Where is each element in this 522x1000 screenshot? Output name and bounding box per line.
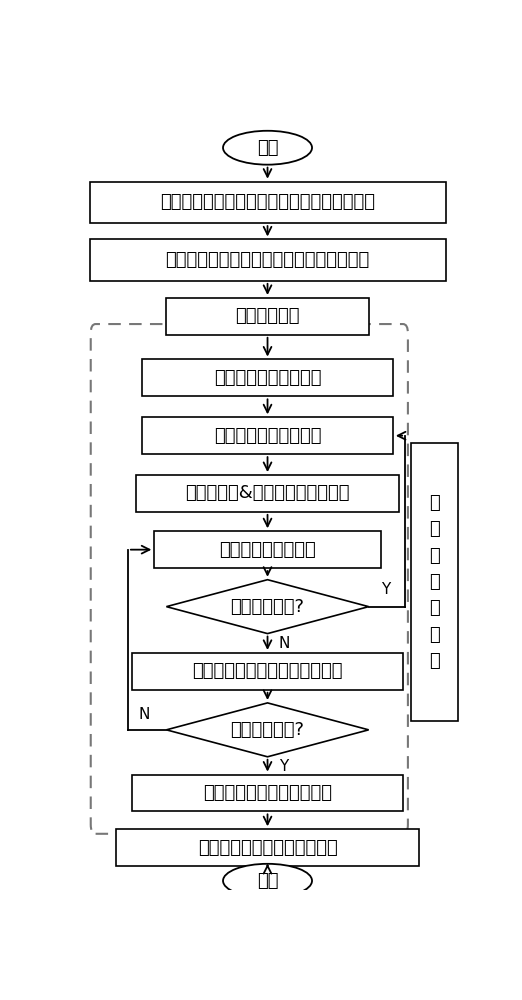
FancyBboxPatch shape <box>90 239 445 281</box>
FancyBboxPatch shape <box>142 359 393 396</box>
Text: Y: Y <box>279 759 288 774</box>
Text: N: N <box>278 636 289 651</box>
FancyBboxPatch shape <box>154 531 381 568</box>
Text: 粒子位置越界?: 粒子位置越界? <box>231 598 304 616</box>
Text: 建立充放电功率、容量、备用容量约束条件: 建立充放电功率、容量、备用容量约束条件 <box>165 251 370 269</box>
Text: 记录此最优位置即为所得解: 记录此最优位置即为所得解 <box>203 784 332 802</box>
FancyBboxPatch shape <box>411 443 458 721</box>
Text: 确定电网峰谷差和电池损耗成本最小优化目标: 确定电网峰谷差和电池损耗成本最小优化目标 <box>160 193 375 211</box>
Polygon shape <box>167 703 369 757</box>
Text: 计算适应度，更新粒子最优位置: 计算适应度，更新粒子最优位置 <box>192 662 343 680</box>
FancyBboxPatch shape <box>132 653 403 690</box>
Text: 根据约束修改粒子位置: 根据约束修改粒子位置 <box>214 427 321 445</box>
Text: 优化模型建立: 优化模型建立 <box>235 307 300 325</box>
Text: 更新例子速度和位置: 更新例子速度和位置 <box>219 541 316 559</box>
Ellipse shape <box>223 864 312 898</box>
Text: 初始化粒子位置和速度: 初始化粒子位置和速度 <box>214 369 321 387</box>
FancyBboxPatch shape <box>167 298 369 335</box>
Text: 开始: 开始 <box>257 139 278 157</box>
Text: 达到结束条件?: 达到结束条件? <box>231 721 304 739</box>
FancyBboxPatch shape <box>116 829 419 866</box>
Text: 结束: 结束 <box>257 872 278 890</box>
Text: 计算适应度&记录个体与群体最优: 计算适应度&记录个体与群体最优 <box>185 484 350 502</box>
FancyBboxPatch shape <box>142 417 393 454</box>
Text: Y: Y <box>381 582 390 597</box>
Polygon shape <box>167 580 369 634</box>
FancyBboxPatch shape <box>132 774 403 811</box>
FancyBboxPatch shape <box>90 182 445 223</box>
Text: 电站与电网互动的充放电功率: 电站与电网互动的充放电功率 <box>198 839 337 857</box>
FancyBboxPatch shape <box>136 475 399 512</box>
Text: N: N <box>139 707 150 722</box>
Ellipse shape <box>223 131 312 165</box>
Text: 粒
子
群
算
法
求
解: 粒 子 群 算 法 求 解 <box>429 494 440 670</box>
